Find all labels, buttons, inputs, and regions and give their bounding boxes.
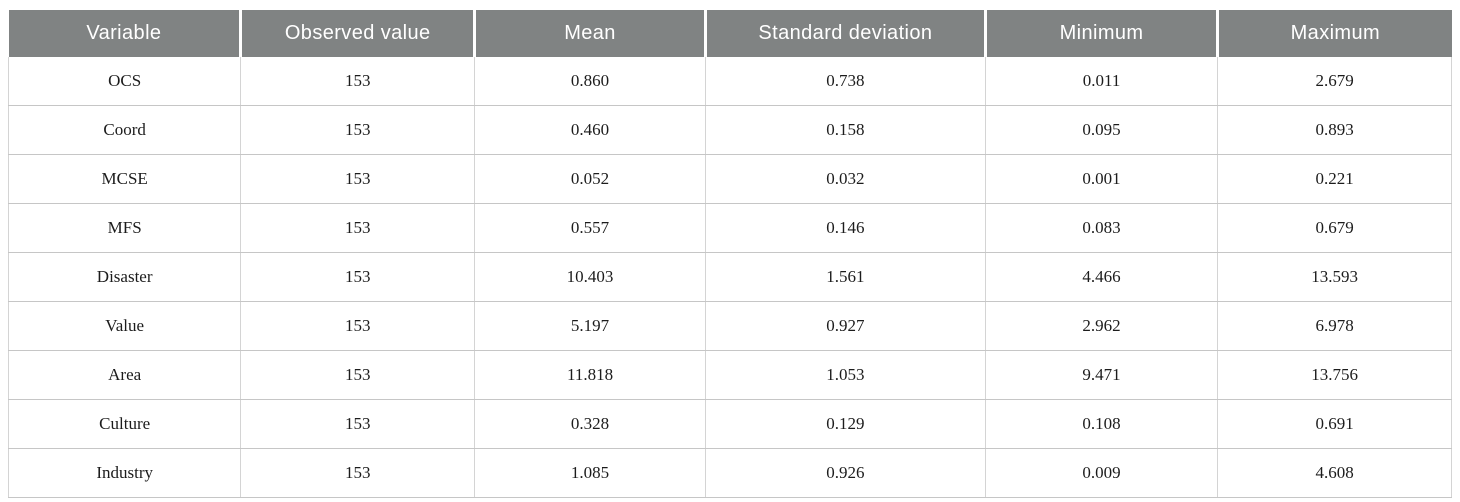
value-cell: 0.679 bbox=[1217, 203, 1452, 253]
variable-name-cell: Value bbox=[7, 301, 242, 351]
column-header-mean: Mean bbox=[473, 10, 706, 57]
value-cell: 0.001 bbox=[984, 154, 1219, 204]
column-header-observed-value: Observed value bbox=[239, 10, 475, 57]
table-body: OCS 153 0.860 0.738 0.011 2.679 Coord 153 0.460 0… bbox=[7, 57, 1452, 498]
value-cell: 0.893 bbox=[1217, 105, 1452, 155]
value-cell: 11.818 bbox=[474, 350, 706, 400]
value-cell: 153 bbox=[240, 399, 476, 449]
value-cell: 13.593 bbox=[1217, 252, 1452, 302]
variable-name-cell: Disaster bbox=[7, 252, 242, 302]
table-row: Area 153 11.818 1.053 9.471 13.756 bbox=[7, 350, 1452, 400]
value-cell: 0.129 bbox=[704, 399, 986, 449]
table-row: MCSE 153 0.052 0.032 0.001 0.221 bbox=[7, 154, 1452, 204]
column-header-variable: Variable bbox=[8, 10, 241, 57]
value-cell: 0.221 bbox=[1217, 154, 1452, 204]
table-row: Value 153 5.197 0.927 2.962 6.978 bbox=[7, 301, 1452, 351]
value-cell: 10.403 bbox=[474, 252, 706, 302]
value-cell: 4.466 bbox=[984, 252, 1219, 302]
value-cell: 0.095 bbox=[984, 105, 1219, 155]
value-cell: 0.927 bbox=[704, 301, 986, 351]
value-cell: 1.085 bbox=[474, 448, 706, 498]
value-cell: 153 bbox=[240, 57, 476, 106]
value-cell: 0.032 bbox=[704, 154, 986, 204]
column-header-minimum: Minimum bbox=[983, 10, 1218, 57]
value-cell: 0.926 bbox=[704, 448, 986, 498]
value-cell: 5.197 bbox=[474, 301, 706, 351]
value-cell: 0.738 bbox=[704, 57, 986, 106]
table-row: MFS 153 0.557 0.146 0.083 0.679 bbox=[7, 203, 1452, 253]
column-header-standard-deviation: Standard deviation bbox=[703, 10, 986, 57]
descriptive-statistics-table: Variable Observed value Mean Standard de… bbox=[7, 10, 1452, 498]
value-cell: 153 bbox=[240, 448, 476, 498]
variable-name-cell: Coord bbox=[7, 105, 242, 155]
value-cell: 153 bbox=[240, 301, 476, 351]
value-cell: 4.608 bbox=[1217, 448, 1452, 498]
value-cell: 153 bbox=[240, 154, 476, 204]
variable-name-cell: Area bbox=[7, 350, 242, 400]
table-row: OCS 153 0.860 0.738 0.011 2.679 bbox=[7, 57, 1452, 106]
value-cell: 0.108 bbox=[984, 399, 1219, 449]
value-cell: 2.962 bbox=[984, 301, 1219, 351]
value-cell: 153 bbox=[240, 350, 476, 400]
value-cell: 0.557 bbox=[474, 203, 706, 253]
value-cell: 0.691 bbox=[1217, 399, 1452, 449]
variable-name-cell: Culture bbox=[7, 399, 242, 449]
column-header-maximum: Maximum bbox=[1216, 10, 1452, 57]
value-cell: 6.978 bbox=[1217, 301, 1452, 351]
variable-name-cell: MCSE bbox=[7, 154, 242, 204]
value-cell: 0.460 bbox=[474, 105, 706, 155]
value-cell: 153 bbox=[240, 203, 476, 253]
value-cell: 0.860 bbox=[474, 57, 706, 106]
value-cell: 13.756 bbox=[1217, 350, 1452, 400]
value-cell: 1.053 bbox=[704, 350, 986, 400]
value-cell: 0.158 bbox=[704, 105, 986, 155]
table-row: Coord 153 0.460 0.158 0.095 0.893 bbox=[7, 105, 1452, 155]
value-cell: 2.679 bbox=[1217, 57, 1452, 106]
variable-name-cell: OCS bbox=[7, 57, 242, 106]
table-header-row: Variable Observed value Mean Standard de… bbox=[8, 10, 1452, 57]
value-cell: 0.328 bbox=[474, 399, 706, 449]
value-cell: 1.561 bbox=[704, 252, 986, 302]
table-row: Culture 153 0.328 0.129 0.108 0.691 bbox=[7, 399, 1452, 449]
value-cell: 0.052 bbox=[474, 154, 706, 204]
value-cell: 0.083 bbox=[984, 203, 1219, 253]
table-row: Industry 153 1.085 0.926 0.009 4.608 bbox=[7, 448, 1452, 498]
value-cell: 0.146 bbox=[704, 203, 986, 253]
value-cell: 0.011 bbox=[984, 57, 1219, 106]
variable-name-cell: Industry bbox=[7, 448, 242, 498]
value-cell: 0.009 bbox=[984, 448, 1219, 498]
value-cell: 153 bbox=[240, 105, 476, 155]
value-cell: 9.471 bbox=[984, 350, 1219, 400]
table-row: Disaster 153 10.403 1.561 4.466 13.593 bbox=[7, 252, 1452, 302]
value-cell: 153 bbox=[240, 252, 476, 302]
variable-name-cell: MFS bbox=[7, 203, 242, 253]
